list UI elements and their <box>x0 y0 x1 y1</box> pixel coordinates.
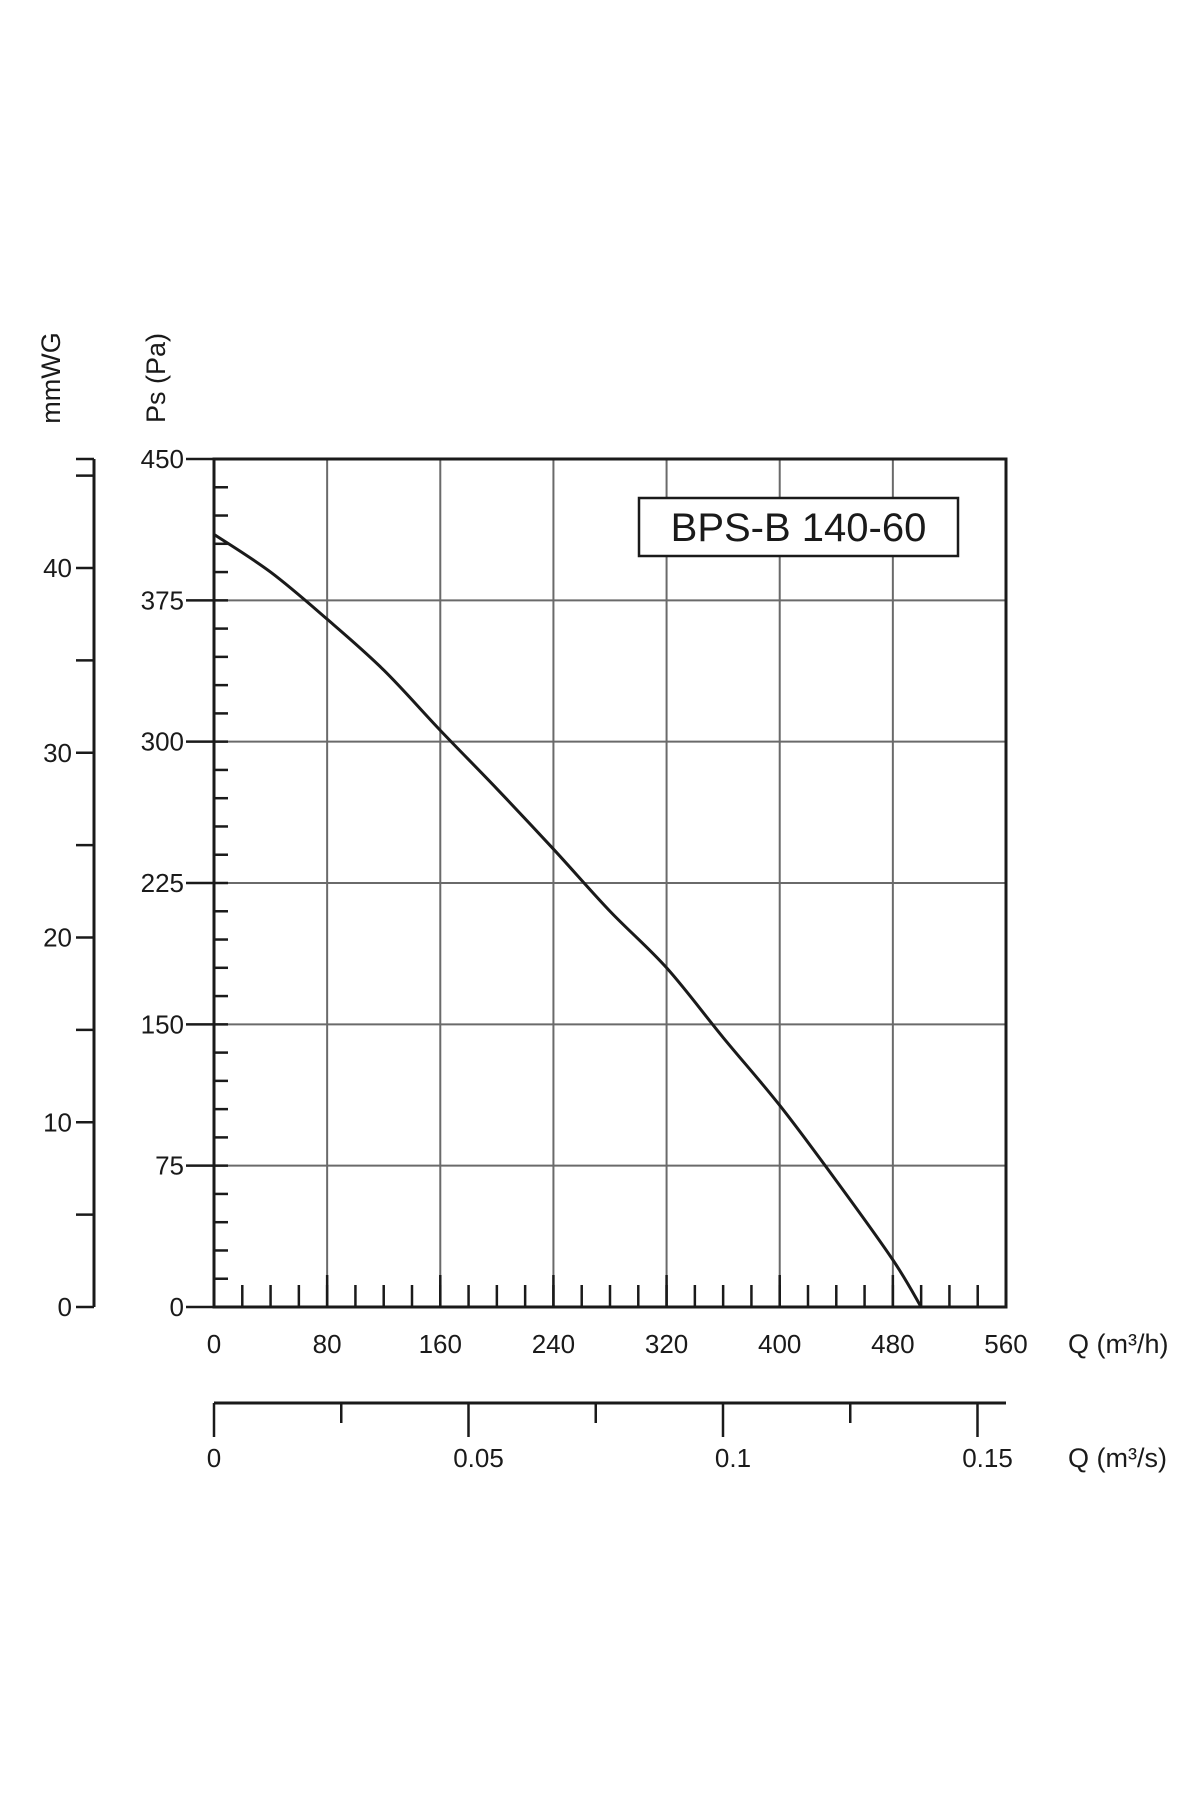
mmwg-tick-label-4: 40 <box>43 553 72 583</box>
m3s-axis-title: Q (m³/s) <box>1068 1443 1167 1473</box>
m3s-tick-label-3: 0.15 <box>962 1443 1013 1473</box>
mmwg-tick-label-1: 10 <box>43 1107 72 1137</box>
x-axis-title: Q (m³/h) <box>1068 1329 1169 1359</box>
fan-curve-line <box>213 533 923 1308</box>
y-axis-title: Ps (Pa) <box>141 333 171 423</box>
x-tick-label-7: 560 <box>984 1329 1027 1359</box>
x-tick-label-0: 0 <box>207 1329 221 1359</box>
y-tick-label-2: 150 <box>141 1009 184 1039</box>
x-tick-label-1: 80 <box>313 1329 342 1359</box>
y-tick-label-3: 225 <box>141 868 184 898</box>
mmwg-tick-label-2: 20 <box>43 923 72 953</box>
x-tick-label-4: 320 <box>645 1329 688 1359</box>
x-tick-label-5: 400 <box>758 1329 801 1359</box>
y-tick-label-1: 75 <box>155 1151 184 1181</box>
y-tick-label-6: 450 <box>141 444 184 474</box>
y-tick-label-0: 0 <box>170 1292 184 1322</box>
m3s-tick-label-0: 0 <box>207 1443 221 1473</box>
x-tick-label-3: 240 <box>532 1329 575 1359</box>
mmwg-tick-label-3: 30 <box>43 738 72 768</box>
x-tick-label-2: 160 <box>419 1329 462 1359</box>
model-label-box <box>637 496 960 558</box>
y-tick-label-5: 375 <box>141 585 184 615</box>
mmwg-axis-title: mmWG <box>36 332 66 423</box>
model-label: BPS-B 140-60 <box>671 506 927 550</box>
y-tick-label-4: 300 <box>141 727 184 757</box>
mmwg-tick-label-0: 0 <box>58 1292 72 1322</box>
m3s-tick-label-2: 0.1 <box>715 1443 751 1473</box>
x-tick-label-6: 480 <box>871 1329 914 1359</box>
m3s-tick-label-1: 0.05 <box>453 1443 504 1473</box>
